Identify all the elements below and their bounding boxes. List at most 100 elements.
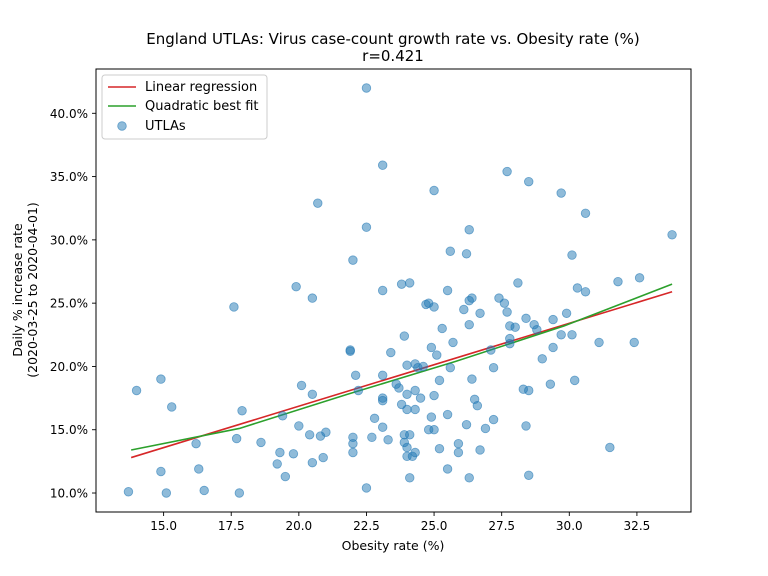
scatter-point — [429, 302, 439, 312]
scatter-point — [377, 160, 388, 170]
scatter-point — [572, 283, 583, 293]
scatter-point — [386, 347, 396, 358]
scatter-point — [191, 438, 201, 449]
scatter-point — [361, 483, 372, 493]
scatter-point — [377, 285, 388, 296]
y-tick-label: 40.0% — [50, 107, 88, 121]
scatter-point — [394, 383, 404, 393]
y-axis-label-line-2: (2020-03-25 to 2020-04-01) — [25, 202, 40, 378]
x-axis-label: Obesity rate (%) — [342, 538, 445, 553]
scatter-point — [418, 361, 428, 372]
x-tick-label: 15.0 — [150, 519, 177, 533]
scatter-point — [461, 419, 472, 430]
scatter-point — [194, 464, 204, 474]
scatter-point — [521, 313, 531, 324]
scatter-point — [410, 404, 420, 415]
scatter-point — [402, 404, 412, 415]
x-tick-label: 22.5 — [353, 519, 380, 533]
scatter-point — [426, 412, 437, 422]
scatter-point — [442, 409, 453, 420]
scatter-point — [605, 442, 615, 453]
scatter-point — [307, 389, 318, 399]
scatter-point — [472, 400, 483, 411]
scatter-point — [429, 185, 439, 196]
scatter-point — [167, 402, 177, 412]
scatter-point — [445, 246, 456, 256]
plot-frame — [95, 68, 692, 513]
scatter-point — [502, 166, 512, 177]
scatter-point — [594, 337, 604, 348]
scatter-point — [361, 222, 372, 232]
scatter-point — [567, 250, 577, 260]
x-tick-label: 17.5 — [218, 519, 245, 533]
scatter-point — [567, 330, 577, 340]
scatter-point — [348, 447, 358, 458]
scatter-point — [634, 273, 645, 283]
scatter-point — [442, 285, 453, 296]
chart-title: England UTLAs: Virus case-count growth r… — [146, 30, 639, 48]
scatter-point — [434, 444, 445, 454]
scatter-point — [499, 298, 510, 308]
scatter-point — [405, 430, 415, 440]
scatter-point — [256, 437, 266, 448]
scatter-point — [464, 319, 474, 330]
scatter-point — [613, 276, 623, 287]
scatter-point — [402, 442, 412, 453]
chart-subtitle: r=0.421 — [362, 47, 424, 65]
scatter-point — [307, 457, 318, 468]
scatter-point — [488, 414, 499, 425]
scatter-point — [367, 432, 377, 443]
scatter-point — [348, 432, 358, 443]
scatter-point — [467, 293, 477, 303]
scatter-point — [513, 278, 523, 288]
y-tick-label: 10.0% — [50, 487, 88, 501]
x-tick-label: 32.5 — [624, 519, 651, 533]
scatter-point — [277, 411, 288, 421]
scatter-point — [667, 230, 677, 240]
x-tick-label: 25.0 — [421, 519, 448, 533]
quadratic-fit-line — [131, 283, 673, 451]
scatter-point — [313, 198, 323, 208]
scatter-point — [524, 385, 534, 396]
scatter-point — [556, 330, 566, 340]
scatter-point — [426, 342, 437, 353]
scatter-point — [548, 314, 558, 325]
scatter-point — [429, 390, 439, 401]
scatter-point — [510, 322, 520, 332]
scatter-point — [348, 255, 358, 265]
scatter-point — [377, 370, 388, 381]
scatter-point — [410, 447, 420, 458]
scatter-point — [488, 363, 499, 373]
scatter-point — [467, 374, 477, 384]
y-tick-label: 15.0% — [50, 423, 88, 437]
scatter-point — [448, 337, 458, 348]
scatter-point — [537, 354, 547, 364]
y-axis-label: Daily % increase rate (2020-03-25 to 202… — [10, 202, 40, 378]
scatter-point — [156, 374, 166, 384]
scatter-point — [570, 375, 580, 386]
scatter-point — [396, 279, 407, 289]
scatter-point — [272, 459, 282, 469]
scatter-point — [461, 249, 472, 259]
scatter-point — [464, 225, 474, 235]
scatter-point — [434, 375, 445, 386]
scatter-point — [410, 385, 420, 396]
scatter-point — [561, 308, 572, 318]
scatter-point — [291, 282, 301, 292]
y-tick-label: 30.0% — [50, 233, 88, 247]
scatter-point — [156, 466, 166, 477]
scatter-point — [229, 302, 239, 312]
scatter-point — [486, 345, 496, 355]
scatter-point — [361, 83, 372, 93]
scatter-point — [415, 393, 426, 403]
scatter-point — [345, 346, 355, 356]
scatter-point — [524, 176, 534, 187]
scatter-point — [237, 406, 247, 416]
scatter-point — [350, 370, 361, 381]
x-tick-label: 27.5 — [488, 519, 515, 533]
scatter-point — [321, 427, 331, 437]
scatter-point — [580, 208, 591, 218]
legend-utlas-label: UTLAs — [145, 119, 186, 134]
scatter-point — [445, 363, 456, 373]
x-tick-label: 20.0 — [285, 519, 312, 533]
